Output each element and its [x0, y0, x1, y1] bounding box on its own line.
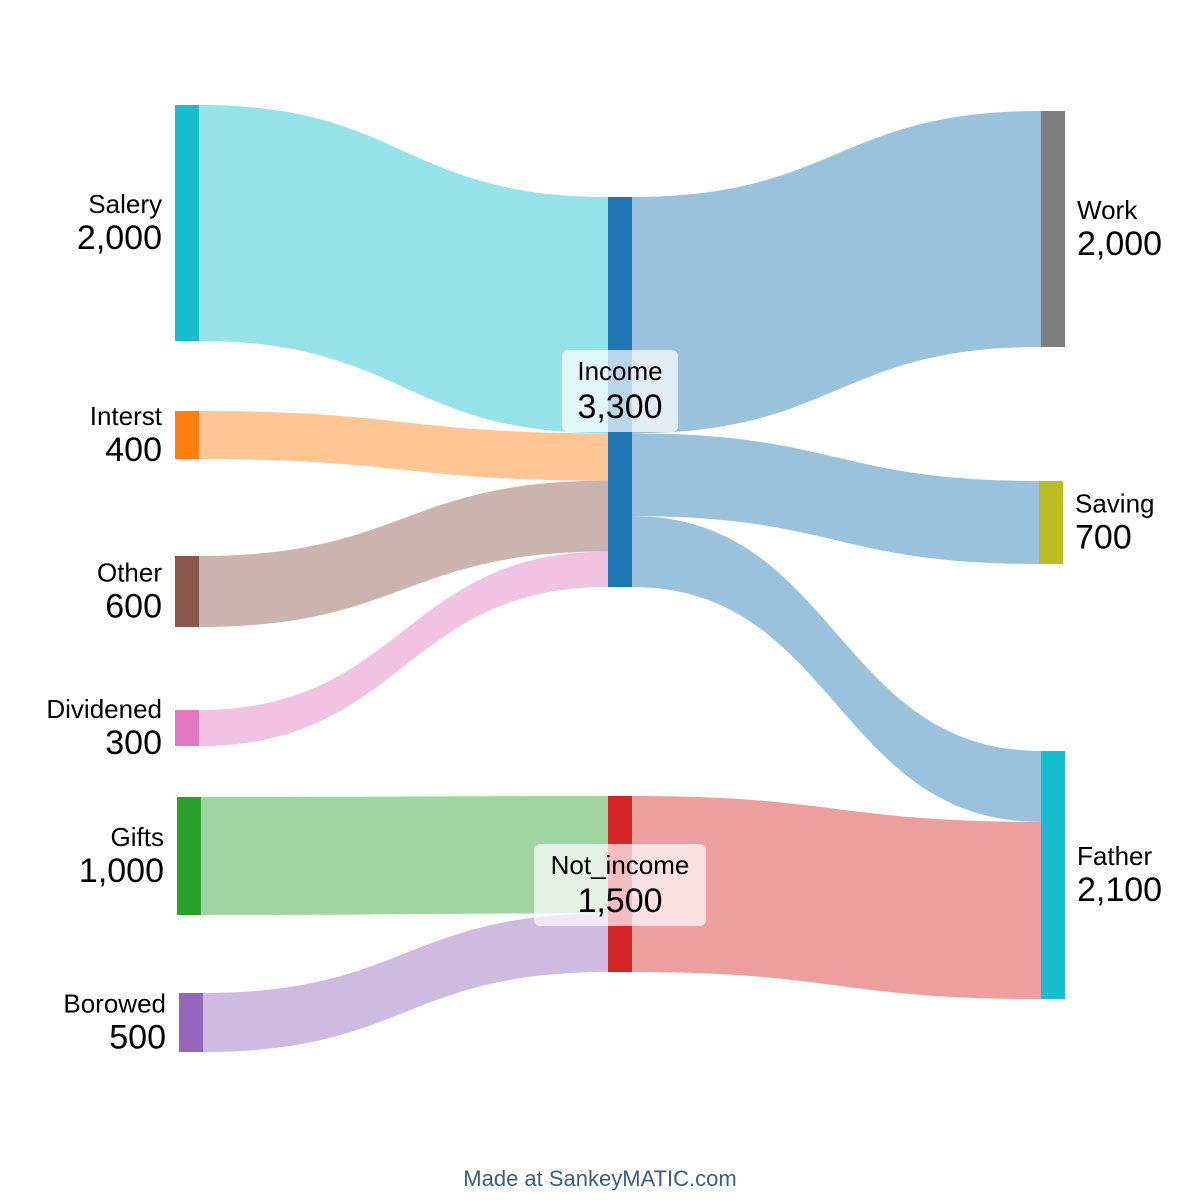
node-name-other: Other: [97, 558, 162, 588]
node-bar-other: [175, 556, 199, 627]
node-value-borowed: 500: [109, 1019, 166, 1057]
node-name-income: Income: [577, 356, 662, 386]
node-value-father: 2,100: [1077, 871, 1162, 909]
node-value-other: 600: [105, 588, 162, 626]
flows-layer: [199, 105, 1041, 1052]
node-bar-father: [1041, 751, 1065, 999]
node-bar-dividened: [175, 710, 199, 746]
node-value-saving: 700: [1075, 519, 1132, 557]
node-value-salery: 2,000: [77, 219, 162, 257]
node-name-father: Father: [1077, 841, 1152, 871]
flow-income-to-work: [632, 111, 1041, 434]
node-value-work: 2,000: [1077, 225, 1162, 263]
flow-income-to-saving: [632, 433, 1039, 564]
node-bar-salery: [175, 105, 199, 341]
node-name-work: Work: [1077, 195, 1138, 225]
node-name-interst: Interst: [90, 401, 163, 431]
node-bar-saving: [1039, 481, 1063, 564]
flow-salery-to-income: [199, 105, 608, 434]
flow-not-income-to-father: [632, 796, 1041, 999]
node-value-interst: 400: [105, 431, 162, 469]
node-bar-borowed: [179, 993, 203, 1052]
labels-layer: Salery2,000Interst400Other600Dividened30…: [46, 189, 1162, 1057]
node-value-dividened: 300: [105, 724, 162, 762]
node-label-backdrop-income: [562, 350, 678, 432]
node-name-borowed: Borowed: [63, 989, 166, 1019]
flow-gifts-to-not-income: [201, 796, 608, 915]
node-name-salery: Salery: [88, 189, 162, 219]
node-value-gifts: 1,000: [79, 852, 164, 890]
node-value-not-income: 1,500: [577, 882, 662, 920]
flow-other-to-income: [199, 480, 608, 627]
node-label-backdrop-not-income: [534, 844, 706, 926]
node-name-gifts: Gifts: [111, 822, 164, 852]
credit-link[interactable]: Made at SankeyMATIC.com: [463, 1166, 737, 1191]
node-name-dividened: Dividened: [46, 694, 162, 724]
flow-dividened-to-income: [199, 551, 608, 746]
flow-interst-to-income: [199, 411, 608, 481]
node-value-income: 3,300: [577, 388, 662, 426]
flow-borowed-to-not-income: [203, 913, 608, 1052]
node-bar-interst: [175, 411, 199, 459]
node-bar-gifts: [177, 797, 201, 915]
node-name-saving: Saving: [1075, 489, 1155, 519]
node-bar-work: [1041, 111, 1065, 347]
flow-income-to-father: [632, 516, 1041, 822]
node-name-not-income: Not_income: [551, 850, 690, 880]
